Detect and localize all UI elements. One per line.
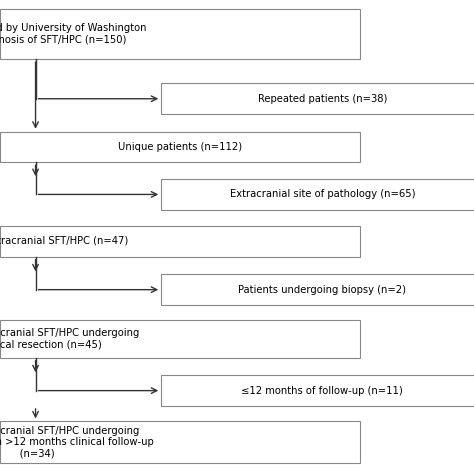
Bar [0,9,360,59]
Text: Unique patients with intracranial SFT/HPC undergoing
  therapeutic surgical rese: Unique patients with intracranial SFT/HP… [0,328,139,350]
Bar [161,83,474,114]
Bar [161,179,474,210]
Bar [161,375,474,406]
Text: Unique patients (n=112): Unique patients (n=112) [118,142,242,152]
Bar [161,274,474,305]
Bar [0,421,360,463]
Bar [0,132,360,163]
Text: ≤12 months of follow-up (n=11): ≤12 months of follow-up (n=11) [241,386,403,396]
Bar [0,226,360,257]
Text: Unique patients with intracranial SFT/HPC undergoing
peutic surgical resection w: Unique patients with intracranial SFT/HP… [0,426,154,459]
Text: Repeated patients (n=38): Repeated patients (n=38) [258,94,387,104]
Text: Extracranial site of pathology (n=65): Extracranial site of pathology (n=65) [229,190,415,200]
Text: athology specimen received by University of Washington
  pathology with a diagno: athology specimen received by University… [0,23,147,45]
Text: Patients undergoing biopsy (n=2): Patients undergoing biopsy (n=2) [238,285,406,295]
Text: Unique patients with intracranial SFT/HPC (n=47): Unique patients with intracranial SFT/HP… [0,237,128,246]
Bar [0,320,360,358]
